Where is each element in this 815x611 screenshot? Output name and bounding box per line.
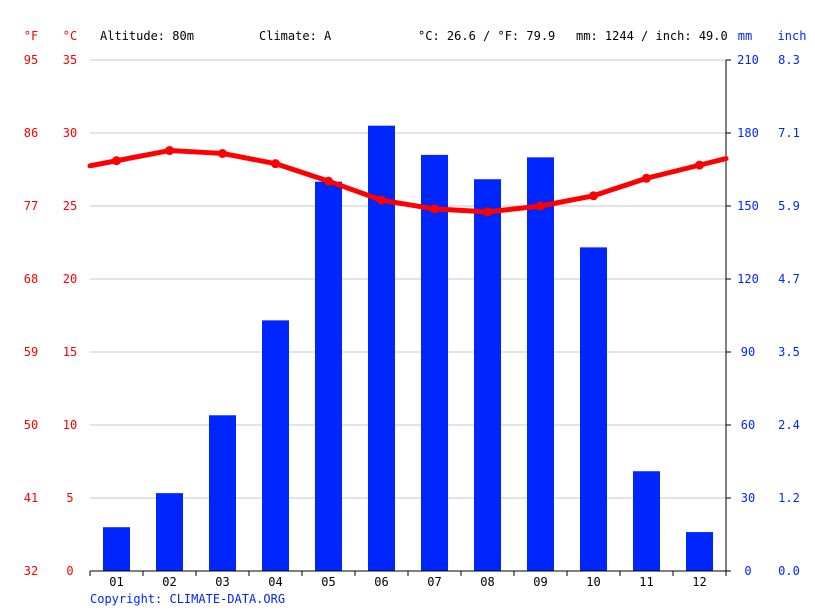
x-tick-month: 08	[480, 575, 494, 589]
celsius-unit-label: °C	[63, 29, 77, 43]
temperature-point	[165, 146, 174, 156]
temperature-point	[377, 195, 386, 205]
x-tick-month: 05	[321, 575, 335, 589]
y-tick-celsius: 35	[63, 53, 77, 67]
climate-label: Climate: A	[259, 29, 332, 43]
temperature-point	[642, 173, 651, 183]
x-tick-month: 01	[109, 575, 123, 589]
y-tick-fahrenheit: 50	[24, 418, 38, 432]
precipitation-bars	[103, 125, 713, 572]
precipitation-bar	[686, 532, 713, 571]
temperature-point	[536, 201, 545, 211]
gridlines	[90, 59, 726, 499]
y-tick-celsius: 5	[66, 491, 73, 505]
x-tick-month: 09	[533, 575, 547, 589]
y-tick-inch: 3.5	[778, 345, 800, 359]
x-tick-month: 12	[692, 575, 706, 589]
precipitation-bar	[421, 154, 448, 571]
y-tick-celsius: 15	[63, 345, 77, 359]
x-tick-month: 11	[639, 575, 653, 589]
axes	[89, 59, 731, 576]
y-tick-mm: 0	[744, 564, 751, 578]
temperature-series-line	[87, 148, 729, 215]
y-tick-fahrenheit: 86	[24, 126, 38, 140]
y-tick-inch: 4.7	[778, 272, 800, 286]
x-tick-month: 02	[162, 575, 176, 589]
y-tick-celsius: 20	[63, 272, 77, 286]
temperature-point	[589, 191, 598, 201]
tick-labels: 32 0 0 0.041 5 30 1.250 10 60 2.459 15 90 3.568 20 120…	[24, 53, 800, 589]
precipitation-bar	[209, 415, 236, 571]
temperature-point	[112, 156, 121, 166]
precipitation-bar	[633, 471, 660, 571]
temperature-point	[218, 148, 227, 158]
precipitation-bar	[474, 179, 501, 571]
x-tick-month: 03	[215, 575, 229, 589]
precipitation-bar	[262, 320, 289, 571]
inch-unit-label: inch	[778, 29, 807, 43]
y-tick-fahrenheit: 59	[24, 345, 38, 359]
temperature-point	[324, 176, 333, 186]
precipitation-bar	[368, 125, 395, 571]
y-tick-mm: 60	[741, 418, 755, 432]
y-tick-fahrenheit: 68	[24, 272, 38, 286]
precipitation-bar	[103, 527, 130, 571]
y-tick-inch: 1.2	[778, 491, 800, 505]
mm-unit-label: mm	[738, 29, 752, 43]
temperature-point	[271, 159, 280, 169]
y-tick-mm: 90	[741, 345, 755, 359]
precipitation-total-label: mm: 1244 / inch: 49.0	[576, 29, 728, 43]
y-tick-inch: 2.4	[778, 418, 800, 432]
precipitation-bar	[527, 157, 554, 572]
y-tick-mm: 180	[737, 126, 759, 140]
precipitation-bar	[580, 247, 607, 571]
y-tick-celsius: 10	[63, 418, 77, 432]
temperature-point	[483, 207, 492, 217]
y-tick-inch: 5.9	[778, 199, 800, 213]
temperature-line	[87, 146, 729, 217]
y-tick-fahrenheit: 95	[24, 53, 38, 67]
y-tick-fahrenheit: 32	[24, 564, 38, 578]
copyright-link[interactable]: Copyright: CLIMATE-DATA.ORG	[90, 592, 285, 606]
y-tick-inch: 7.1	[778, 126, 800, 140]
y-tick-mm: 210	[737, 53, 759, 67]
x-tick-month: 10	[586, 575, 600, 589]
y-tick-inch: 8.3	[778, 53, 800, 67]
y-tick-fahrenheit: 41	[24, 491, 38, 505]
x-tick-month: 06	[374, 575, 388, 589]
y-tick-celsius: 0	[66, 564, 73, 578]
y-tick-mm: 30	[741, 491, 755, 505]
precipitation-bar	[315, 181, 342, 571]
y-tick-mm: 150	[737, 199, 759, 213]
y-tick-mm: 120	[737, 272, 759, 286]
y-tick-celsius: 25	[63, 199, 77, 213]
fahrenheit-unit-label: °F	[24, 29, 38, 43]
temperature-point	[695, 160, 704, 170]
y-tick-fahrenheit: 77	[24, 199, 38, 213]
x-tick-month: 07	[427, 575, 441, 589]
average-temperature-label: °C: 26.6 / °F: 79.9	[418, 29, 555, 43]
x-tick-month: 04	[268, 575, 282, 589]
precipitation-bar	[156, 493, 183, 571]
altitude-label: Altitude: 80m	[100, 29, 194, 43]
temperature-point	[430, 204, 439, 214]
y-tick-inch: 0.0	[778, 564, 800, 578]
y-tick-celsius: 30	[63, 126, 77, 140]
